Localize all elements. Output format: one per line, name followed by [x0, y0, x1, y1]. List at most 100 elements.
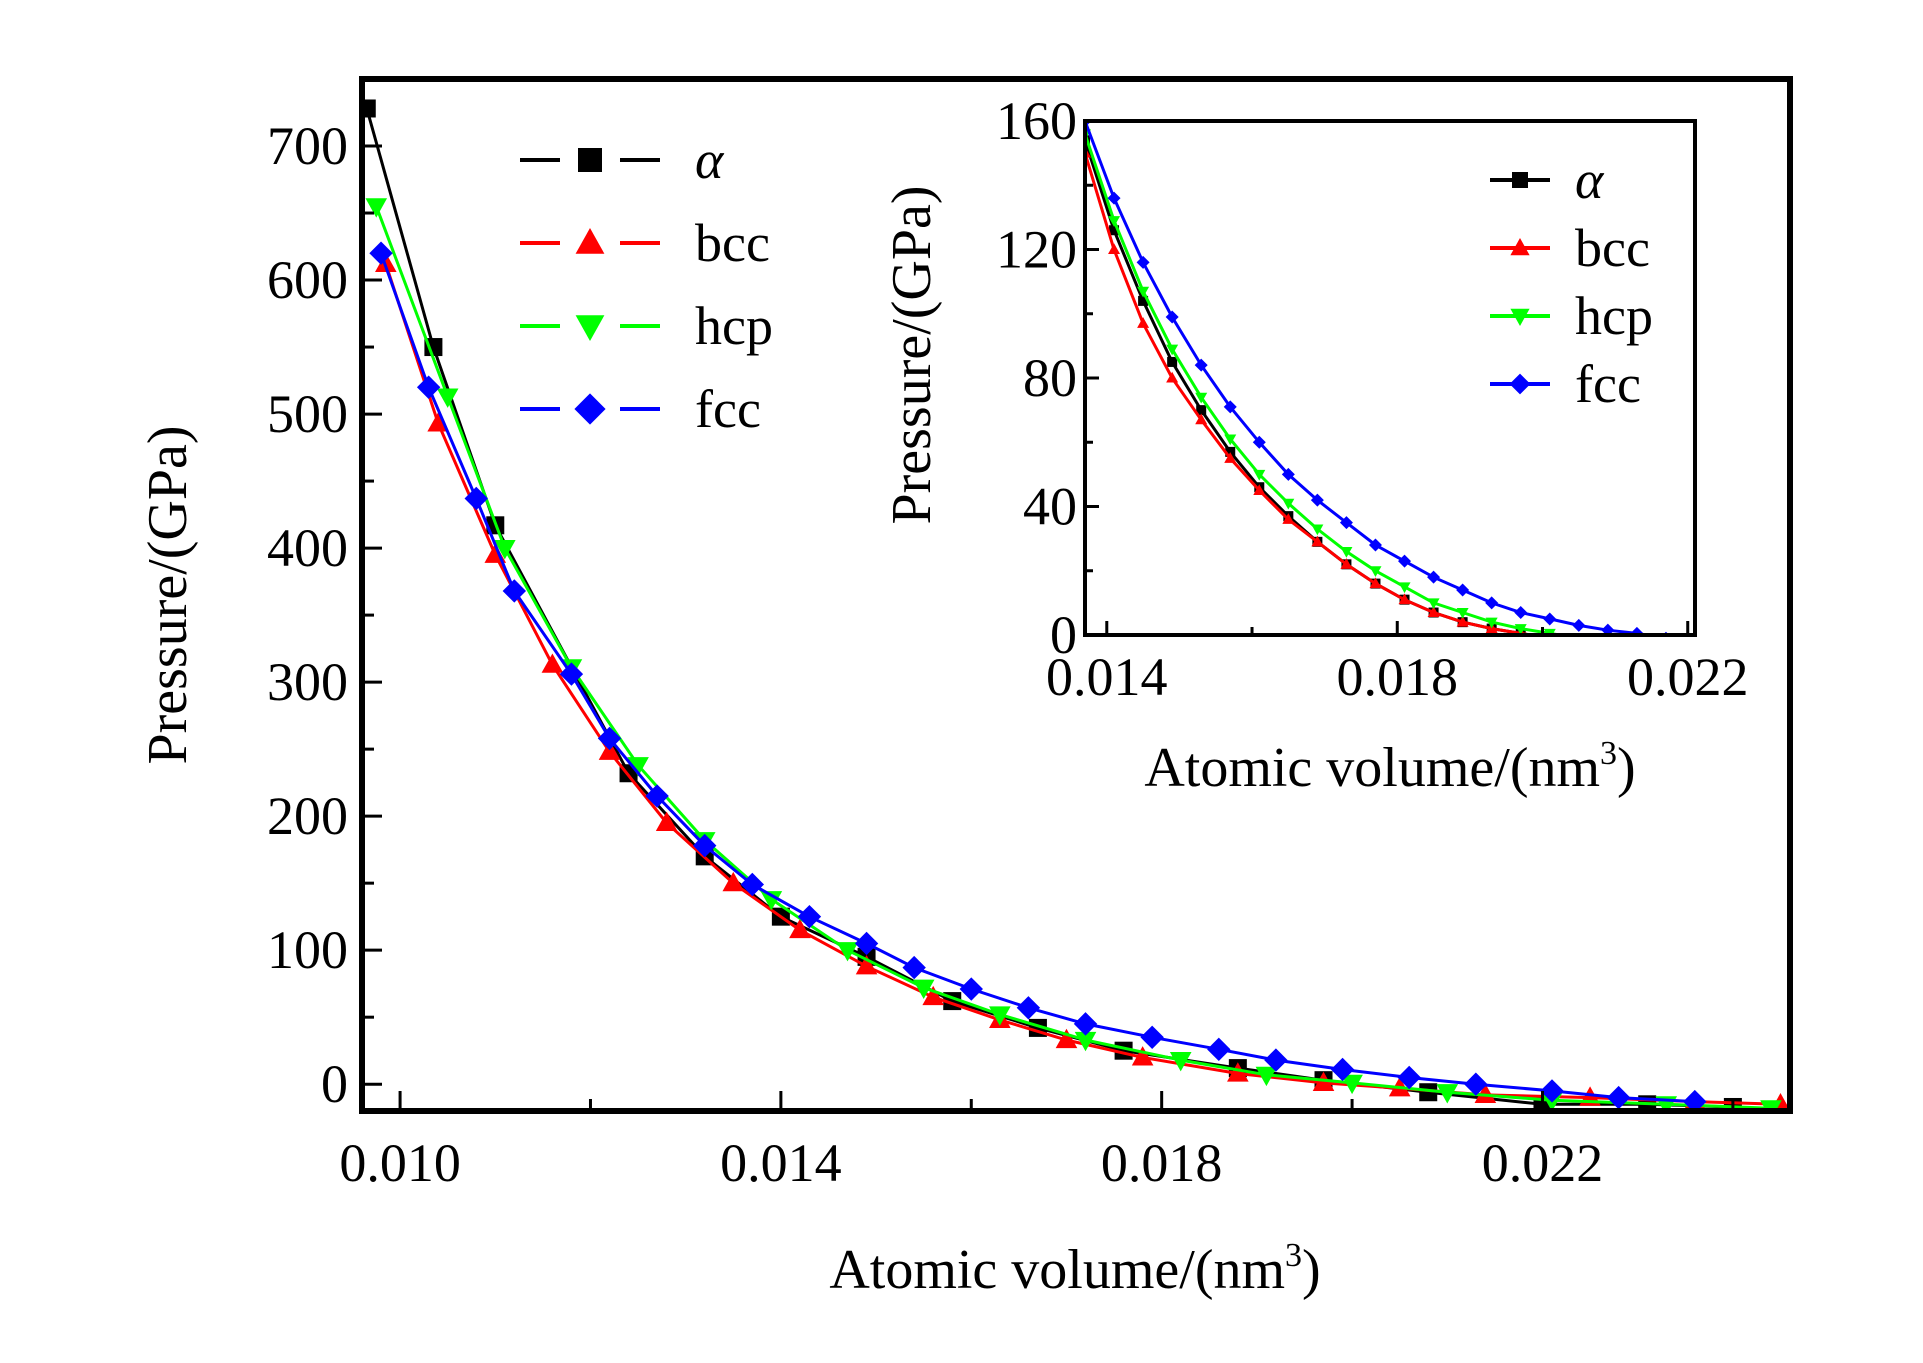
inset-point-3-16 [1543, 612, 1557, 626]
inset-point-1-8 [1311, 535, 1324, 547]
inset-series-layer [1085, 121, 1670, 635]
inset-point-3-13 [1456, 583, 1470, 597]
main-y-tick-label: 700 [267, 116, 348, 176]
main-legend-label: fcc [695, 379, 761, 439]
inset-point-1-13 [1456, 615, 1469, 627]
main-legend-marker [574, 393, 606, 425]
main-y-tick-label: 500 [267, 384, 348, 444]
inset-point-3-15 [1514, 606, 1528, 620]
inset-point-3-9 [1339, 516, 1353, 530]
inset-point-1-2 [1137, 317, 1150, 328]
inset-series-line-2 [1085, 133, 1569, 635]
main-point-2-2 [494, 539, 516, 560]
main-point-3-16 [1207, 1037, 1231, 1062]
inset-point-3-7 [1281, 467, 1295, 481]
inset-point-2-4 [1195, 392, 1208, 404]
main-series-line-3 [379, 252, 1695, 1104]
main-y-tick-label: 300 [267, 652, 348, 712]
main-point-1-12 [1131, 1046, 1154, 1066]
main-point-3-2 [464, 486, 488, 511]
inset-point-3-18 [1601, 623, 1615, 635]
inset-y-tick-label: 160 [996, 91, 1077, 151]
main-point-0-12 [1419, 1083, 1438, 1102]
main-point-3-4 [559, 662, 584, 686]
inset-point-1-3 [1166, 371, 1179, 383]
inset-point-2-13 [1456, 608, 1469, 619]
main-point-3-19 [1397, 1065, 1421, 1090]
inset-point-2-7 [1282, 498, 1295, 510]
inset-legend-label: hcp [1575, 286, 1653, 346]
inset-y-tick-label: 120 [996, 219, 1077, 279]
inset-x-tick-label: 0.018 [1337, 647, 1459, 707]
main-point-3-3 [502, 579, 527, 603]
inset-legend-marker [1512, 172, 1528, 188]
inset-legend-item: bcc [1490, 218, 1650, 278]
inset-point-0-5 [1225, 446, 1236, 457]
main-legend-label: hcp [695, 296, 773, 356]
inset-point-3-5 [1223, 400, 1237, 414]
inset-legend-item: fcc [1490, 354, 1641, 414]
main-y-tick-label: 400 [267, 518, 348, 578]
inset-series-3 [1085, 121, 1670, 635]
main-legend-marker [575, 228, 605, 254]
main-point-3-13 [1016, 996, 1041, 1020]
main-point-2-10 [1074, 1031, 1097, 1052]
main-point-3-22 [1606, 1085, 1631, 1110]
inset-legend-item: hcp [1490, 286, 1653, 346]
inset-point-3-1 [1107, 191, 1121, 205]
main-point-2-13 [1341, 1074, 1363, 1095]
main-plot-frame [359, 76, 1793, 1114]
main-point-1-16 [1474, 1083, 1497, 1104]
main-x-tick-label: 0.022 [1482, 1133, 1604, 1193]
main-point-3-17 [1264, 1048, 1288, 1072]
main-point-2-12 [1255, 1066, 1278, 1087]
main-series-layer [362, 99, 1790, 1111]
inset-point-2-3 [1166, 344, 1179, 356]
main-x-axis-title: Atomic volume/(nm3) [829, 1237, 1320, 1301]
main-x-tick-label: 0.014 [720, 1133, 842, 1193]
inset-plot-frame [1083, 119, 1697, 637]
inset-point-3-3 [1165, 310, 1179, 324]
main-point-3-11 [902, 955, 926, 980]
inset-point-2-8 [1311, 524, 1324, 536]
inset-point-1-4 [1195, 413, 1208, 425]
inset-point-2-9 [1340, 546, 1353, 558]
inset-point-2-11 [1398, 582, 1411, 594]
inset-point-3-11 [1398, 554, 1412, 568]
main-y-tick-label: 600 [267, 250, 348, 310]
inset-point-3-6 [1252, 435, 1266, 449]
inset-point-1-5 [1224, 452, 1237, 463]
main-point-0-0 [362, 99, 376, 118]
inset-y-axis-title: Pressure/(GPa) [881, 185, 943, 524]
main-point-3-8 [740, 872, 765, 897]
main-point-2-14 [1436, 1084, 1459, 1104]
inset-point-1-9 [1340, 558, 1353, 569]
main-legend-label: α [695, 130, 725, 190]
inset-legend-item: α [1490, 150, 1605, 210]
inset-x-tick-label: 0.014 [1046, 647, 1168, 707]
main-x-tick-label: 0.010 [339, 1133, 461, 1193]
inset-background [1085, 121, 1695, 635]
main-point-2-7 [836, 942, 859, 962]
inset-point-3-10 [1368, 538, 1382, 552]
main-x-tick-label: 0.018 [1101, 1133, 1223, 1193]
main-point-2-11 [1169, 1051, 1192, 1072]
main-point-3-0 [369, 241, 393, 265]
inset-point-2-14 [1485, 617, 1498, 629]
main-point-3-12 [959, 977, 983, 1001]
main-point-3-7 [693, 833, 717, 858]
inset-axes-layer: 0.014 0.018 0.022 0 40 80 120 160 [996, 91, 1748, 707]
inset-point-2-2 [1137, 286, 1150, 298]
main-point-2-9 [989, 1006, 1011, 1026]
inset-point-0-1 [1109, 225, 1120, 236]
inset-point-3-17 [1572, 618, 1586, 632]
main-legend-marker [578, 148, 602, 172]
main-legend-item: α [520, 130, 725, 190]
main-y-tick-label: 0 [321, 1054, 348, 1114]
inset-legend-marker [1510, 308, 1530, 326]
main-legend-item: hcp [520, 296, 773, 356]
inset-legend: α bcc hcp fcc [1490, 150, 1653, 414]
inset-point-1-1 [1108, 243, 1121, 254]
main-point-1-9 [922, 985, 944, 1006]
